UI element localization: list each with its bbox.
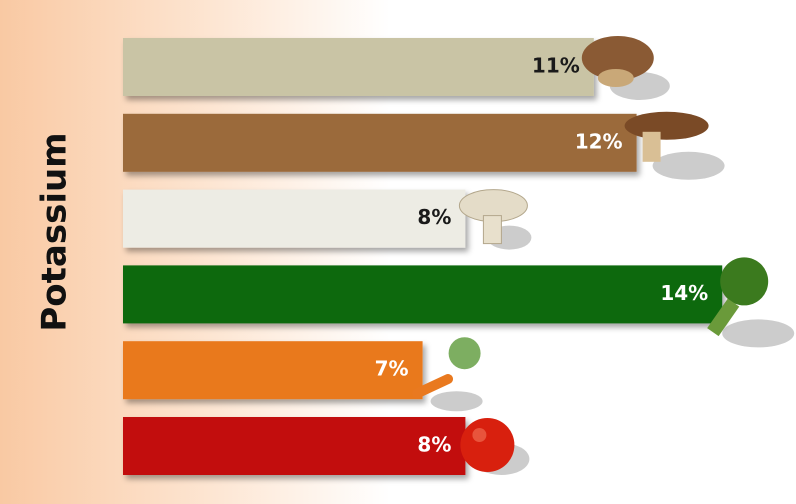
icon [472,428,487,442]
icon-shadow [722,319,795,348]
bar [123,417,466,475]
icon-shadow [652,151,725,180]
icon [448,337,481,370]
value-label: 11% [532,54,580,78]
icon [460,418,515,472]
icon [597,69,634,87]
icon [720,257,769,306]
icon [581,36,654,80]
bar [123,341,423,400]
icon [624,111,709,140]
bar [123,113,637,172]
icon [642,131,661,162]
bar [123,189,466,248]
bar [123,265,723,324]
value-label: 14% [660,281,708,305]
icon [412,374,454,399]
icon-shadow [430,391,483,412]
value-label: 7% [375,357,409,381]
value-label: 8% [417,205,451,229]
icon [707,298,740,337]
chart-title: Potassium [35,132,75,331]
value-label: 12% [575,129,623,153]
icon [482,215,502,245]
value-label: 8% [417,433,451,457]
bar [123,38,594,96]
